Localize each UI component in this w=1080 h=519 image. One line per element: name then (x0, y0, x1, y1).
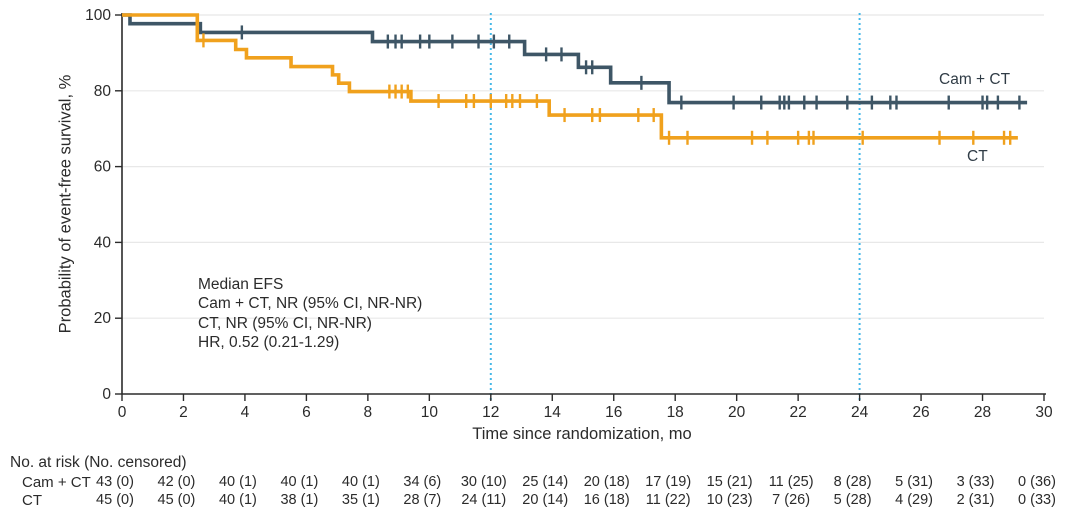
risk-cell: 45 (0) (157, 492, 196, 508)
x-tick-label-12: 12 (482, 404, 499, 421)
risk-cell: 20 (14) (522, 492, 569, 508)
x-tick-label-10: 10 (421, 404, 439, 421)
risk-cell: 0 (33) (1018, 492, 1056, 508)
y-tick-label-0: 0 (102, 386, 111, 403)
risk-cell: 25 (14) (522, 474, 569, 490)
risk-cell: 3 (33) (956, 474, 995, 490)
x-tick-label-26: 26 (912, 404, 929, 421)
x-tick-label-30: 30 (1035, 404, 1053, 421)
x-axis-title: Time since randomization, mo (472, 425, 692, 443)
x-tick-label-16: 16 (605, 404, 622, 421)
km-curve-cam-ct (122, 13, 1028, 105)
risk-cell: 34 (6) (403, 474, 442, 490)
risk-cell: 40 (1) (341, 474, 380, 490)
x-tick-label-18: 18 (667, 404, 684, 421)
risk-cell: 24 (11) (461, 492, 507, 508)
risk-row-label-ct: CT (22, 492, 42, 509)
risk-cell: 10 (23) (706, 492, 753, 508)
y-tick-label-80: 80 (94, 83, 112, 100)
risk-cell: 11 (22) (645, 492, 691, 508)
risk-cell: 17 (19) (645, 474, 692, 490)
risk-cell: 40 (1) (280, 474, 319, 490)
risk-cell: 5 (31) (895, 474, 934, 490)
risk-cell: 7 (26) (772, 492, 811, 508)
curve-label-cam-ct: Cam + CT (939, 71, 1011, 88)
risk-cell: 28 (7) (403, 492, 442, 508)
y-axis-title: Probability of event-free survival, % (56, 74, 75, 334)
risk-cell: 0 (36) (1018, 474, 1056, 490)
annotation-line-cam-ct: Cam + CT, NR (95% CI, NR-NR) (198, 295, 423, 313)
risk-cell: 15 (21) (706, 474, 753, 490)
annotation-line-ct: CT, NR (95% CI, NR-NR) (198, 314, 372, 332)
x-tick-label-14: 14 (544, 404, 562, 421)
risk-cell: 45 (0) (96, 492, 134, 508)
risk-cell: 5 (28) (833, 492, 872, 508)
risk-cell: 11 (25) (768, 474, 814, 490)
risk-cell: 8 (28) (833, 474, 872, 490)
risk-cell: 35 (1) (341, 492, 380, 508)
annotation-line-median-efs: Median EFS (198, 276, 284, 293)
x-tick-label-24: 24 (851, 404, 869, 421)
y-tick-label-20: 20 (94, 310, 112, 327)
risk-cell: 43 (0) (96, 474, 134, 490)
risk-cell: 38 (1) (280, 492, 319, 508)
x-tick-label-8: 8 (364, 404, 373, 421)
y-tick-label-40: 40 (94, 234, 112, 251)
median-efs-annotation: Median EFS Cam + CT, NR (95% CI, NR-NR) … (198, 275, 422, 353)
annotation-line-hr: HR, 0.52 (0.21-1.29) (198, 334, 340, 352)
risk-cell: 40 (1) (218, 492, 257, 508)
x-tick-label-20: 20 (728, 404, 746, 421)
x-tick-label-2: 2 (179, 404, 188, 421)
km-curve-ct (122, 13, 1018, 140)
x-tick-label-0: 0 (118, 404, 127, 421)
y-tick-label-100: 100 (85, 7, 111, 24)
risk-cell: 40 (1) (218, 474, 257, 490)
risk-cell: 4 (29) (895, 492, 934, 508)
risk-cell: 20 (18) (583, 474, 630, 490)
risk-row-label-cam-ct: Cam + CT (22, 474, 91, 491)
risk-table-title: No. at risk (No. censored) (10, 454, 187, 471)
curve-label-ct: CT (967, 148, 988, 165)
x-tick-label-6: 6 (302, 404, 311, 421)
risk-cell: 16 (18) (583, 492, 630, 508)
y-tick-label-60: 60 (94, 159, 112, 176)
risk-cell: 2 (31) (956, 492, 995, 508)
risk-cell: 30 (10) (460, 474, 507, 490)
x-tick-label-28: 28 (974, 404, 991, 421)
risk-cell: 42 (0) (157, 474, 196, 490)
x-tick-label-22: 22 (790, 404, 807, 421)
x-tick-label-4: 4 (241, 404, 250, 421)
